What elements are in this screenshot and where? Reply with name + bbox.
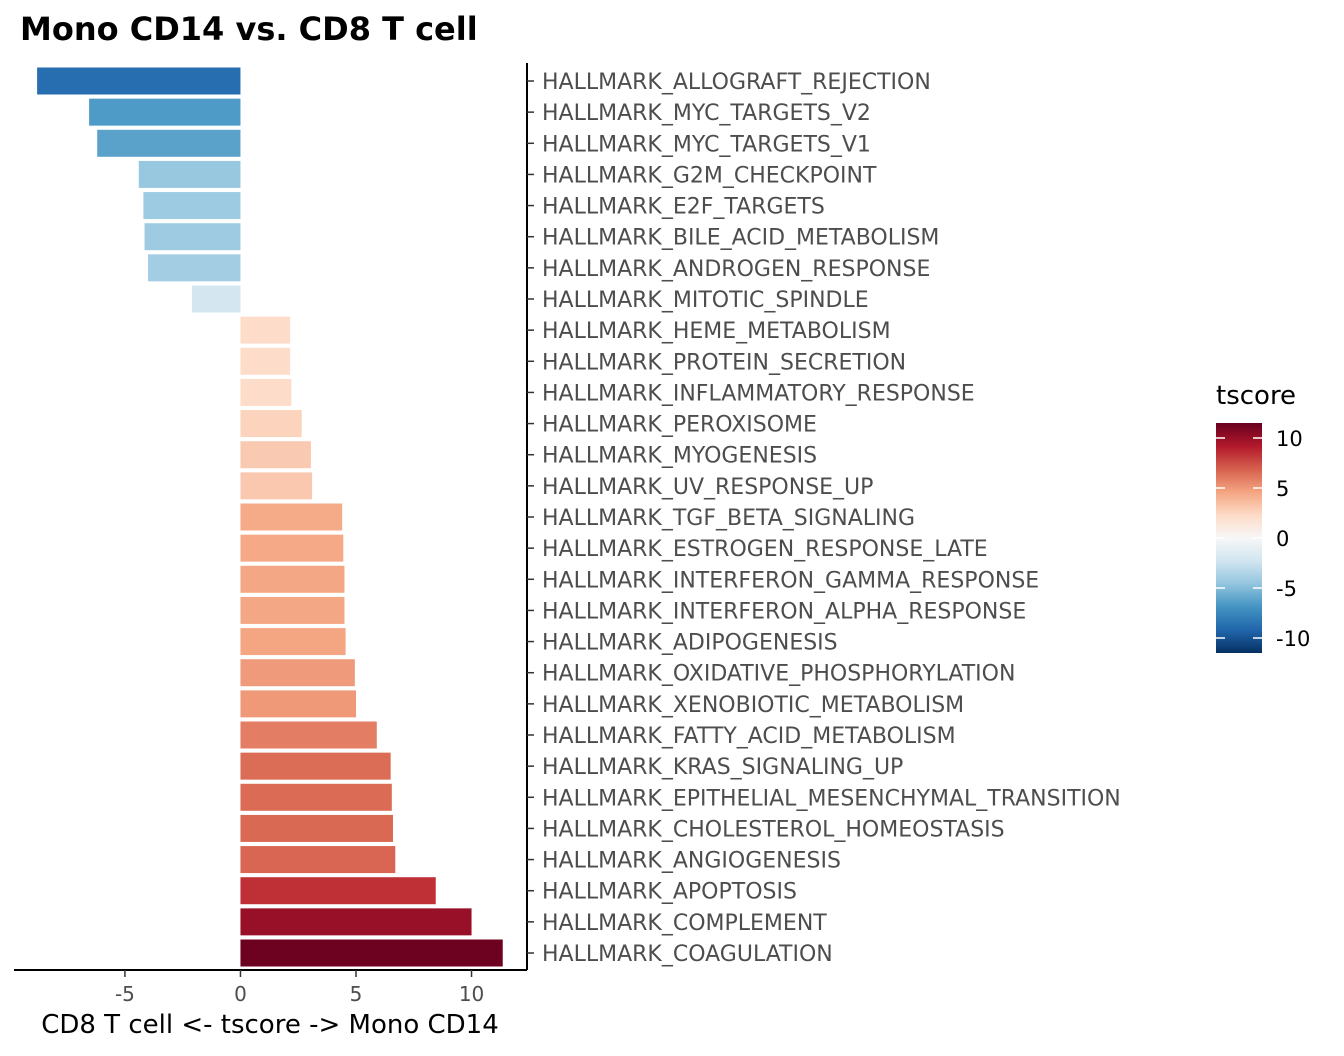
bar [240, 628, 346, 656]
bar [37, 67, 241, 95]
bar [97, 129, 241, 157]
chart-title: Mono CD14 vs. CD8 T cell [20, 10, 478, 48]
bar [240, 410, 302, 438]
bar [240, 783, 392, 811]
y-tick-label: HALLMARK_ALLOGRAFT_REJECTION [542, 70, 931, 95]
bar [148, 254, 241, 282]
y-tick-label: HALLMARK_ADIPOGENESIS [542, 631, 838, 656]
x-tick-label: -5 [115, 982, 135, 1006]
y-tick-label: HALLMARK_UV_RESPONSE_UP [542, 475, 873, 500]
legend: tscore 10 5 0 -5 -10 [1216, 381, 1310, 653]
y-tick-label: HALLMARK_ESTROGEN_RESPONSE_LATE [542, 537, 988, 562]
x-tick-label: 5 [350, 982, 363, 1006]
y-tick-label: HALLMARK_BILE_ACID_METABOLISM [542, 226, 939, 251]
y-tick-label: HALLMARK_MYC_TARGETS_V2 [542, 101, 871, 126]
y-tick-label: HALLMARK_TGF_BETA_SIGNALING [542, 506, 915, 531]
legend-tick-label: 10 [1276, 427, 1303, 451]
y-tick-label: HALLMARK_COMPLEMENT [542, 911, 827, 936]
bar [240, 503, 343, 531]
bar [240, 565, 345, 593]
y-tick-label: HALLMARK_MYC_TARGETS_V1 [542, 132, 871, 157]
bar [240, 534, 344, 562]
y-tick-label: HALLMARK_FATTY_ACID_METABOLISM [542, 724, 956, 749]
y-tick-label: HALLMARK_PROTEIN_SECRETION [542, 350, 906, 375]
bar [240, 721, 377, 749]
bar [240, 316, 291, 344]
y-tick-label: HALLMARK_MYOGENESIS [542, 444, 817, 469]
y-tick-label: HALLMARK_INTERFERON_ALPHA_RESPONSE [542, 599, 1026, 624]
bar [240, 378, 292, 406]
bar [240, 659, 355, 687]
bar [240, 347, 291, 375]
bar [240, 908, 472, 936]
y-tick-label: HALLMARK_PEROXISOME [542, 413, 817, 438]
bar [240, 814, 393, 842]
y-tick-label: HALLMARK_EPITHELIAL_MESENCHYMAL_TRANSITI… [542, 786, 1121, 811]
y-tick-label: HALLMARK_CHOLESTEROL_HOMEOSTASIS [542, 817, 1005, 842]
bar [240, 846, 396, 874]
bar [240, 472, 313, 500]
y-tick-label: HALLMARK_OXIDATIVE_PHOSPHORYLATION [542, 662, 1015, 687]
y-tick-label: HALLMARK_ANDROGEN_RESPONSE [542, 257, 930, 282]
bar [143, 192, 241, 220]
y-tick-label: HALLMARK_G2M_CHECKPOINT [542, 163, 877, 188]
y-tick-label: HALLMARK_KRAS_SIGNALING_UP [542, 755, 903, 780]
bar [240, 596, 345, 624]
bar [240, 441, 311, 469]
bar-group [37, 67, 503, 967]
bar [240, 752, 391, 780]
legend-tick-label: -5 [1276, 577, 1297, 601]
x-tick-label: 10 [459, 982, 484, 1006]
bar [89, 98, 241, 126]
y-tick-label: HALLMARK_E2F_TARGETS [542, 195, 825, 220]
legend-tick-label: 0 [1276, 527, 1289, 551]
legend-tick-group: 10 5 0 -5 -10 [1216, 427, 1310, 651]
bar [144, 223, 241, 251]
y-tick-label: HALLMARK_HEME_METABOLISM [542, 319, 891, 344]
x-axis-label: CD8 T cell <- tscore -> Mono CD14 [41, 1010, 499, 1040]
bar [240, 939, 503, 967]
bar [191, 285, 241, 313]
bar [240, 877, 436, 905]
y-tick-label: HALLMARK_ANGIOGENESIS [542, 849, 841, 874]
y-tick-label: HALLMARK_INTERFERON_GAMMA_RESPONSE [542, 568, 1039, 593]
legend-tick-label: 5 [1276, 477, 1289, 501]
legend-title: tscore [1216, 381, 1296, 411]
y-tick-label: HALLMARK_MITOTIC_SPINDLE [542, 288, 869, 313]
bar [240, 690, 356, 718]
x-tick-group: -5 0 5 10 [115, 970, 484, 1006]
y-tick-label: HALLMARK_APOPTOSIS [542, 880, 797, 905]
bar [138, 160, 241, 188]
y-tick-label: HALLMARK_INFLAMMATORY_RESPONSE [542, 381, 975, 406]
x-tick-label: 0 [234, 982, 247, 1006]
y-tick-group: HALLMARK_ALLOGRAFT_REJECTION HALLMARK_MYC… [527, 70, 1121, 967]
y-tick-label: HALLMARK_XENOBIOTIC_METABOLISM [542, 693, 964, 718]
legend-tick-label: -10 [1276, 627, 1310, 651]
y-tick-label: HALLMARK_COAGULATION [542, 942, 833, 967]
